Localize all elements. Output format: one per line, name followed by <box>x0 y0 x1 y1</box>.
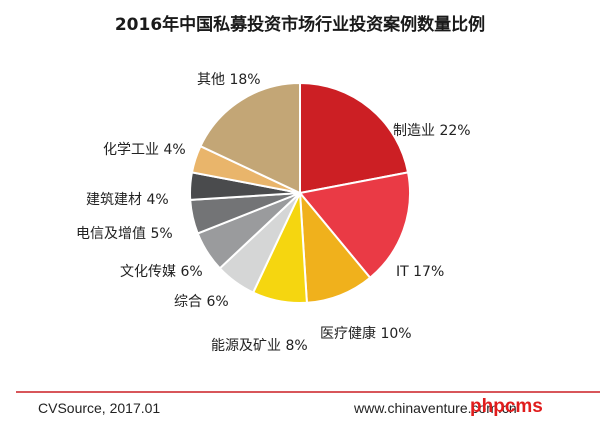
slice-label: 制造业 22% <box>393 123 471 139</box>
slice-label: 化学工业 4% <box>103 142 186 158</box>
slice-label: 医疗健康 10% <box>320 325 412 342</box>
slice-labels: 制造业 22% IT 17% 医疗健康 10% 能源及矿业 8% 综合 6% 文化传媒 6… <box>76 72 471 354</box>
pie-slice <box>298 171 411 280</box>
source-text: CVSource, 2017.01 <box>38 400 160 416</box>
chart-title: 2016年中国私募投资市场行业投资案例数量比例 <box>115 14 485 35</box>
pie-slice <box>299 81 410 195</box>
watermark: phpcms <box>470 396 543 417</box>
pie-slice <box>199 81 301 195</box>
slice-label: IT 17% <box>396 264 444 280</box>
slice-label: 能源及矿业 8% <box>211 338 308 354</box>
pie-slices <box>189 81 411 304</box>
slice-label: 建筑建材 4% <box>86 192 169 208</box>
slice-label: 其他 18% <box>197 72 261 88</box>
website-text: www.chinaventure.com.cn <box>353 400 517 416</box>
slice-label: 文化传媒 6% <box>120 264 203 280</box>
slice-label: 电信及增值 5% <box>76 226 173 242</box>
slice-label: 综合 6% <box>174 294 229 310</box>
